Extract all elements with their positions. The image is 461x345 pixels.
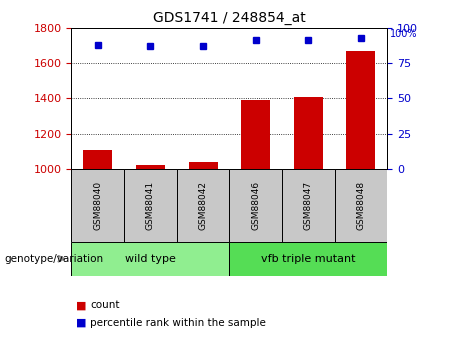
Text: GSM88041: GSM88041 [146,181,155,230]
Text: percentile rank within the sample: percentile rank within the sample [90,318,266,327]
Bar [229,169,282,241]
Bar [282,169,335,241]
Bar [241,100,270,169]
Bar [83,150,112,169]
Bar [229,241,387,276]
Bar [124,169,177,241]
Bar [347,51,375,169]
Text: genotype/variation: genotype/variation [5,254,104,264]
Text: GSM88040: GSM88040 [93,181,102,230]
Bar [136,165,165,169]
Bar [177,169,229,241]
Text: GSM88047: GSM88047 [304,181,313,230]
Text: ■: ■ [76,300,87,310]
Bar [71,241,230,276]
Text: GSM88042: GSM88042 [199,181,207,230]
Text: wild type: wild type [125,254,176,264]
Text: GSM88046: GSM88046 [251,181,260,230]
Title: GDS1741 / 248854_at: GDS1741 / 248854_at [153,11,306,25]
Text: GSM88048: GSM88048 [356,181,366,230]
Text: 100%: 100% [390,29,417,39]
Text: count: count [90,300,119,310]
Bar [189,162,218,169]
Bar [71,169,124,241]
Bar [335,169,387,241]
Bar [294,97,323,169]
Text: ■: ■ [76,318,87,327]
Text: vfb triple mutant: vfb triple mutant [261,254,355,264]
